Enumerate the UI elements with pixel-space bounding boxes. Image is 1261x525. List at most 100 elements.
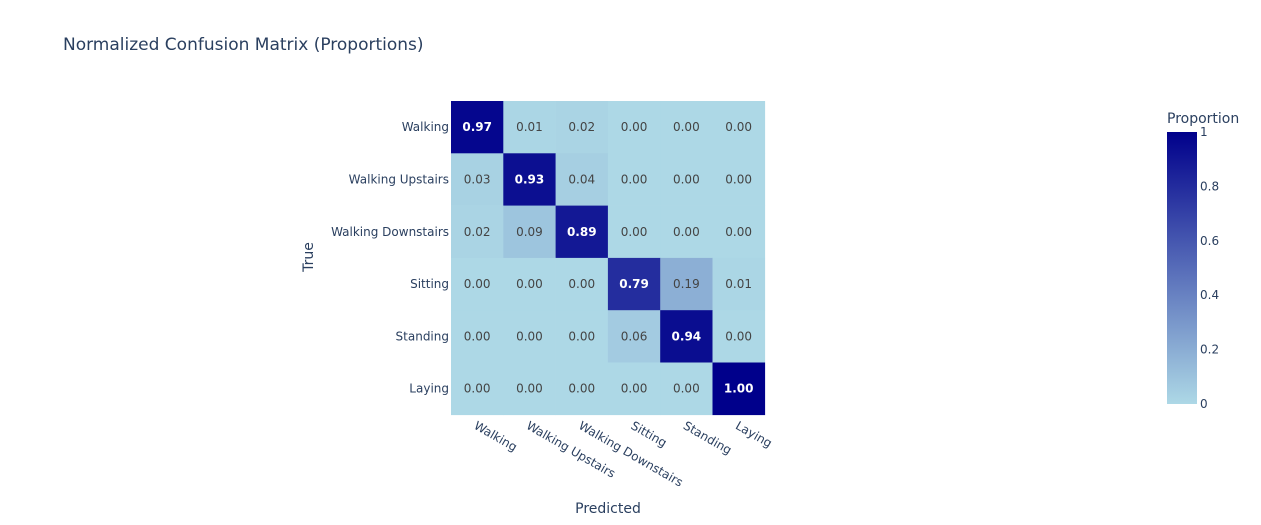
heatmap-cell: [555, 205, 609, 259]
cell-value-label: 0.00: [621, 172, 648, 186]
y-axis-title: True: [301, 242, 317, 273]
cell-value-label: 0.00: [464, 277, 491, 291]
cell-value-label: 0.04: [568, 172, 595, 186]
x-tick-label: Laying: [733, 418, 774, 450]
y-tick-label: Sitting: [410, 277, 449, 291]
heatmap-cell: [451, 257, 504, 311]
heatmap-cell: [503, 205, 556, 259]
cell-value-label: 0.00: [621, 225, 648, 239]
cell-value-label: 0.00: [464, 382, 491, 396]
x-axis-title: Predicted: [575, 501, 641, 517]
colorbar-tick-label: 0.8: [1200, 179, 1219, 193]
heatmap-cell: [712, 153, 766, 206]
cell-value-label: 0.93: [515, 172, 545, 186]
cell-value-label: 0.00: [725, 120, 752, 134]
heatmap-cell: [503, 257, 556, 311]
heatmap-cell: [503, 362, 556, 416]
heatmap-cell: [451, 153, 504, 206]
y-tick-label: Walking Upstairs: [349, 172, 449, 186]
cell-value-label: 0.02: [464, 225, 491, 239]
cell-value-label: 0.00: [464, 329, 491, 343]
heatmap-cell: [712, 310, 766, 363]
heatmap-cell: [607, 153, 661, 206]
heatmap-cell: [555, 153, 609, 206]
cell-value-label: 0.00: [621, 120, 648, 134]
cell-value-label: 0.01: [725, 277, 752, 291]
colorbar-tick-label: 0.4: [1200, 288, 1219, 302]
colorbar-tick-label: 0.2: [1200, 343, 1219, 357]
heatmap-cell: [712, 205, 766, 259]
cell-value-label: 0.79: [619, 277, 649, 291]
heatmap-cell: [451, 362, 504, 416]
heatmap-cell: [712, 257, 766, 311]
heatmap-cell: [607, 310, 661, 363]
heatmap-cells: 0.97 0.01 0.02 0.00 0.00 0.00 0.03 0.93 0.04 0.00…: [451, 101, 766, 416]
x-tick-label: Walking Upstairs: [524, 418, 618, 480]
colorbar-tick-label: 0: [1200, 397, 1208, 411]
colorbar-tick-label: 1: [1200, 125, 1208, 139]
heatmap-cell: [607, 101, 661, 154]
heatmap-cell: [607, 362, 661, 416]
heatmap-cell: [660, 257, 713, 311]
heatmap-cell: [607, 205, 661, 259]
x-tick-label: Walking: [472, 418, 520, 454]
y-tick-label: Walking Downstairs: [331, 225, 449, 239]
cell-value-label: 0.00: [673, 120, 700, 134]
cell-value-label: 0.00: [725, 172, 752, 186]
cell-value-label: 0.09: [516, 225, 543, 239]
heatmap-cell: [660, 205, 713, 259]
heatmap-cell: [660, 362, 713, 416]
y-tick-labels: Walking Walking Upstairs Walking Downstair…: [331, 120, 449, 396]
heatmap-cell: [555, 310, 609, 363]
cell-value-label: 0.00: [516, 382, 543, 396]
colorbar-gradient: [1167, 132, 1197, 404]
cell-value-label: 0.00: [673, 172, 700, 186]
chart-title: Normalized Confusion Matrix (Proportions…: [63, 35, 424, 55]
heatmap-cell: [451, 101, 504, 154]
cell-value-label: 0.00: [568, 329, 595, 343]
x-tick-label: Sitting: [629, 418, 670, 450]
cell-value-label: 0.00: [621, 382, 648, 396]
colorbar-title: Proportion: [1167, 111, 1239, 127]
y-tick-label: Laying: [409, 382, 449, 396]
heatmap-cell: [555, 101, 609, 154]
heatmap-cell: [503, 310, 556, 363]
y-tick-label: Walking: [402, 120, 449, 134]
heatmap-cell: [660, 153, 713, 206]
colorbar: Proportion 0 0.2 0.4 0.6 0.8 1: [1167, 111, 1239, 411]
cell-value-label: 0.89: [567, 225, 597, 239]
y-tick-label: Standing: [396, 329, 449, 343]
heatmap-cell: [503, 101, 556, 154]
heatmap-cell: [712, 101, 766, 154]
cell-value-label: 0.06: [621, 329, 648, 343]
cell-value-label: 0.00: [568, 277, 595, 291]
x-tick-label: Standing: [681, 418, 734, 457]
heatmap-cell: [660, 101, 713, 154]
cell-value-label: 0.01: [516, 120, 543, 134]
cell-value-label: 0.00: [725, 329, 752, 343]
heatmap-cell: [451, 310, 504, 363]
heatmap-cell: [503, 153, 556, 206]
colorbar-ticks: 0 0.2 0.4 0.6 0.8 1: [1200, 125, 1219, 411]
cell-value-label: 0.00: [725, 225, 752, 239]
cell-value-label: 0.00: [673, 382, 700, 396]
heatmap-cell: [555, 362, 609, 416]
cell-value-label: 0.19: [673, 277, 700, 291]
cell-value-label: 0.03: [464, 172, 491, 186]
cell-value-label: 0.00: [673, 225, 700, 239]
heatmap-cell: [660, 310, 713, 363]
cell-value-label: 0.02: [568, 120, 595, 134]
colorbar-tick-label: 0.6: [1200, 234, 1219, 248]
heatmap-cell: [555, 257, 609, 311]
heatmap-cell: [451, 205, 504, 259]
heatmap-cell: [712, 362, 766, 416]
cell-value-label: 0.00: [568, 382, 595, 396]
cell-value-label: 1.00: [724, 382, 754, 396]
cell-value-label: 0.00: [516, 329, 543, 343]
heatmap-cell: [607, 257, 661, 311]
cell-value-label: 0.00: [516, 277, 543, 291]
cell-value-label: 0.97: [462, 120, 492, 134]
cell-value-label: 0.94: [672, 329, 702, 343]
